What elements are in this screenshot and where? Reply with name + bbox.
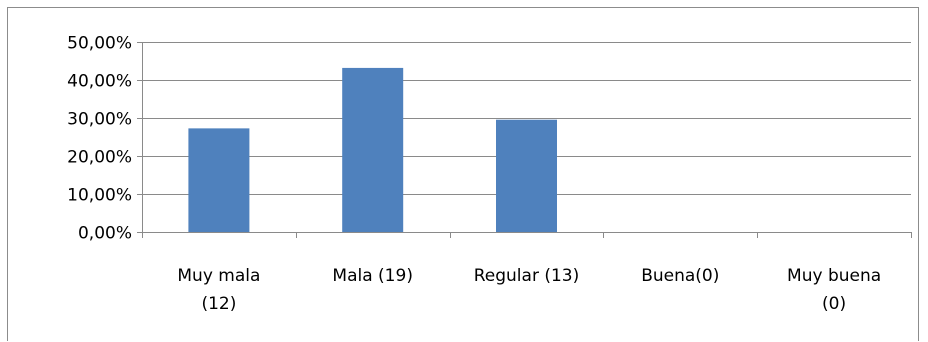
bar bbox=[188, 128, 250, 232]
y-tick-label: 50,00% bbox=[67, 34, 132, 54]
axes bbox=[137, 42, 912, 238]
bar bbox=[342, 67, 404, 232]
x-tick-labels: Muy mala (12) Mala (19) Regular (13) Buena(0… bbox=[177, 266, 881, 314]
x-tick-label: Regular (13) bbox=[474, 266, 580, 286]
y-tick-label: 40,00% bbox=[67, 72, 132, 92]
y-tick-label: 20,00% bbox=[67, 148, 132, 168]
bar bbox=[496, 119, 557, 232]
y-tick-label: 0,00% bbox=[78, 224, 132, 244]
chart-frame bbox=[7, 7, 919, 341]
x-tick-label: Muy buena (0) bbox=[787, 266, 881, 314]
x-tick-label: Mala (19) bbox=[332, 266, 413, 286]
x-tick-label: Muy mala (12) bbox=[177, 266, 260, 314]
x-tick-label: Buena(0) bbox=[641, 266, 719, 286]
y-tick-label: 10,00% bbox=[67, 186, 132, 206]
bars bbox=[188, 67, 557, 232]
y-tick-labels: 0,00% 10,00% 20,00% 30,00% 40,00% 50,00% bbox=[67, 34, 132, 244]
y-tick-label: 30,00% bbox=[67, 110, 132, 130]
